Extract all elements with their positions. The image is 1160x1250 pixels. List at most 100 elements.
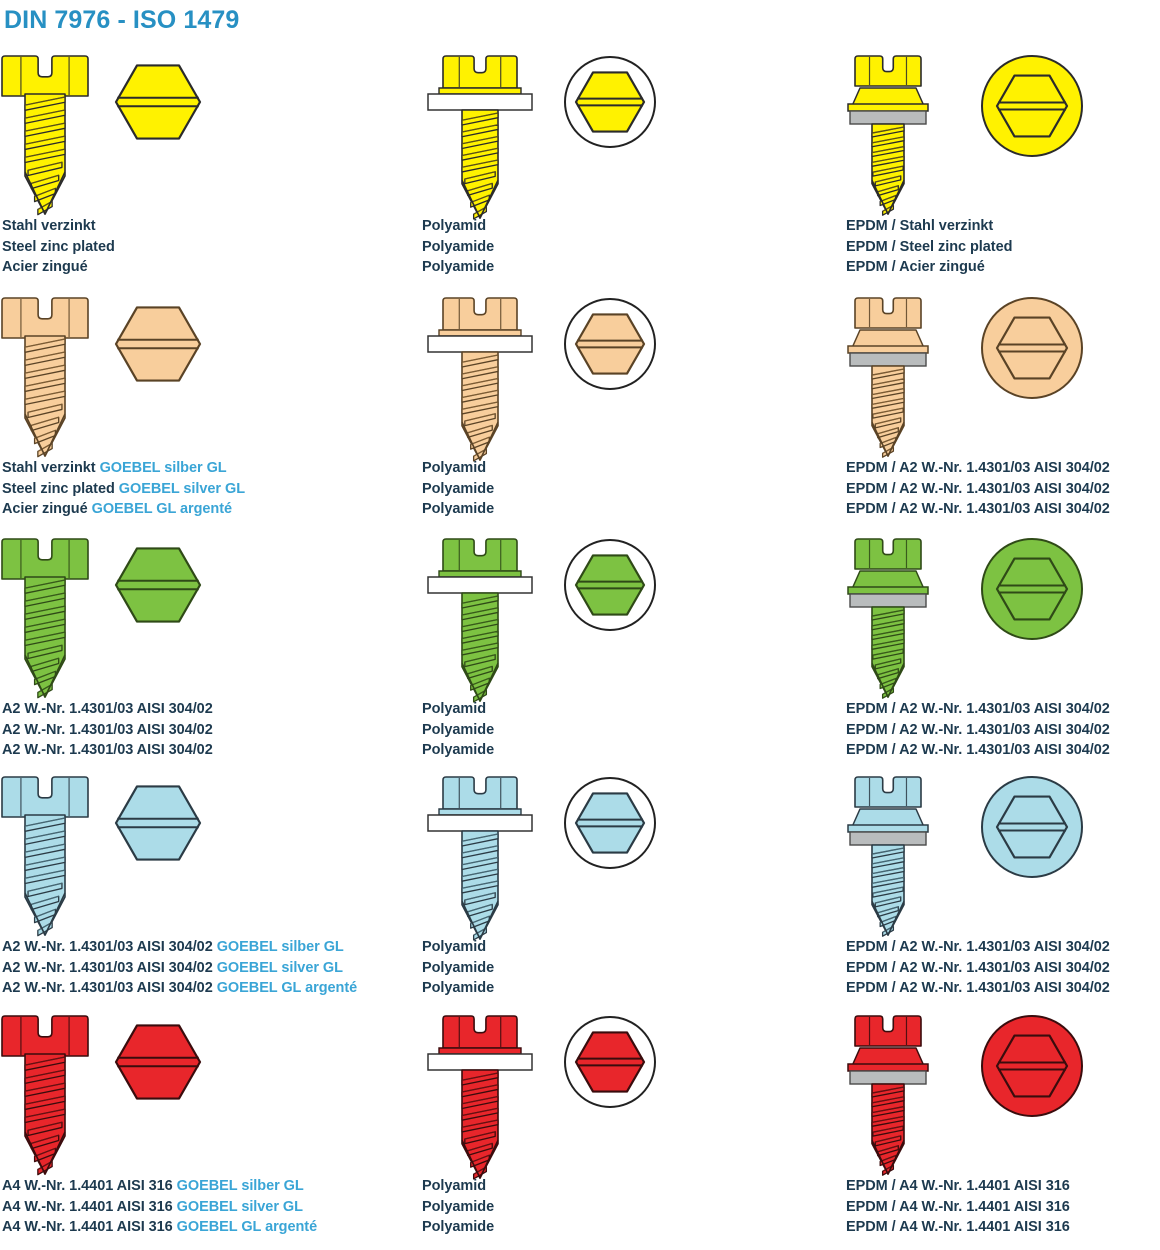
caption-line: Polyamide xyxy=(422,740,840,761)
caption-line: EPDM / A2 W.-Nr. 1.4301/03 AISI 304/02 xyxy=(846,699,1160,720)
material-text: A2 W.-Nr. 1.4301/03 AISI 304/02 xyxy=(2,701,213,717)
material-text: EPDM / A2 W.-Nr. 1.4301/03 AISI 304/02 xyxy=(846,721,1110,738)
caption-line: Acier zingué GOEBEL GL argenté xyxy=(2,499,420,520)
caption-line: EPDM / Stahl verzinkt xyxy=(846,216,1160,237)
product-row-steel-zinc-plated: Stahl verzinkt Steel zinc plated Acier zin… xyxy=(0,50,1160,290)
caption-line: Polyamid xyxy=(422,216,840,237)
material-text: Acier zingué xyxy=(2,501,92,518)
screw-illustration-epdm-washer xyxy=(840,292,1160,460)
material-text: Polyamid xyxy=(422,1178,487,1194)
material-text: EPDM / Steel zinc plated xyxy=(846,238,1013,255)
row-illustrations xyxy=(0,533,1160,703)
caption-column-col1: Stahl verzinkt GOEBEL silber GL Steel zin… xyxy=(2,458,420,520)
caption-line: EPDM / A2 W.-Nr. 1.4301/03 AISI 304/02 xyxy=(846,958,1160,979)
product-row-a2-stainless-goebel-silver-gl: A2 W.-Nr. 1.4301/03 AISI 304/02 GOEBEL s… xyxy=(0,771,1160,1011)
caption-line: A4 W.-Nr. 1.4401 AISI 316 GOEBEL silber … xyxy=(2,1176,420,1197)
material-text: Polyamide xyxy=(422,480,495,497)
material-text: Polyamide xyxy=(422,959,495,976)
caption-column-col3: EPDM / A2 W.-Nr. 1.4301/03 AISI 304/02 EP… xyxy=(846,458,1160,520)
material-text: A4 W.-Nr. 1.4401 AISI 316 xyxy=(2,1198,177,1215)
caption-line: Polyamid xyxy=(422,1176,840,1197)
material-text: Stahl verzinkt xyxy=(2,218,96,234)
material-text: Polyamid xyxy=(422,701,487,717)
material-text: Polyamid xyxy=(422,939,487,955)
material-text: Polyamide xyxy=(422,742,495,759)
row-illustrations xyxy=(0,771,1160,941)
caption-line: Polyamide xyxy=(422,499,840,520)
material-text: Polyamide xyxy=(422,721,495,738)
brand-text: GOEBEL GL argenté xyxy=(176,1219,318,1236)
caption-line: Acier zingué xyxy=(2,257,420,278)
brand-text: GOEBEL silver GL xyxy=(176,1198,303,1215)
caption-column-col3: EPDM / A2 W.-Nr. 1.4301/03 AISI 304/02 EP… xyxy=(846,937,1160,999)
caption-column-col3: EPDM / Stahl verzinkt EPDM / Steel zinc p… xyxy=(846,216,1160,278)
screw-illustration-epdm-washer xyxy=(840,771,1160,939)
caption-line: A2 W.-Nr. 1.4301/03 AISI 304/02 xyxy=(2,699,420,720)
material-text: Polyamid xyxy=(422,218,487,234)
caption-line: Polyamid xyxy=(422,937,840,958)
material-text: Polyamide xyxy=(422,238,495,255)
row-captions: Stahl verzinkt Steel zinc plated Acier zin… xyxy=(0,216,1160,290)
brand-text: GOEBEL silber GL xyxy=(216,939,344,955)
caption-line: EPDM / Acier zingué xyxy=(846,257,1160,278)
material-text: Polyamide xyxy=(422,259,495,276)
caption-line: Polyamide xyxy=(422,978,840,999)
screw-illustration-plain xyxy=(0,50,420,218)
caption-line: EPDM / A2 W.-Nr. 1.4301/03 AISI 304/02 xyxy=(846,479,1160,500)
row-illustrations xyxy=(0,292,1160,462)
material-text: EPDM / A4 W.-Nr. 1.4401 AISI 316 xyxy=(846,1178,1070,1194)
caption-line: Polyamide xyxy=(422,1217,840,1238)
caption-line: EPDM / A4 W.-Nr. 1.4401 AISI 316 xyxy=(846,1197,1160,1218)
material-text: Polyamide xyxy=(422,1198,495,1215)
material-text: EPDM / Stahl verzinkt xyxy=(846,218,994,234)
brand-text: GOEBEL silver GL xyxy=(216,959,343,976)
caption-line: A2 W.-Nr. 1.4301/03 AISI 304/02 xyxy=(2,720,420,741)
caption-column-col1: A2 W.-Nr. 1.4301/03 AISI 304/02 GOEBEL s… xyxy=(2,937,420,999)
caption-line: A2 W.-Nr. 1.4301/03 AISI 304/02 GOEBEL G… xyxy=(2,978,420,999)
caption-line: Stahl verzinkt GOEBEL silber GL xyxy=(2,458,420,479)
material-text: Polyamide xyxy=(422,501,495,518)
caption-column-col1: A2 W.-Nr. 1.4301/03 AISI 304/02 A2 W.-Nr.… xyxy=(2,699,420,761)
material-text: EPDM / A2 W.-Nr. 1.4301/03 AISI 304/02 xyxy=(846,980,1110,997)
material-text: Stahl verzinkt xyxy=(2,460,100,476)
caption-column-col2: Polyamid Polyamide Polyamide xyxy=(422,937,840,999)
screw-illustration-polyamide-washer xyxy=(420,1010,840,1180)
caption-line: A4 W.-Nr. 1.4401 AISI 316 GOEBEL GL arge… xyxy=(2,1217,420,1238)
product-row-a2-stainless: A2 W.-Nr. 1.4301/03 AISI 304/02 A2 W.-Nr.… xyxy=(0,533,1160,773)
material-text: Polyamide xyxy=(422,1219,495,1236)
material-text: EPDM / A2 W.-Nr. 1.4301/03 AISI 304/02 xyxy=(846,701,1110,717)
caption-line: EPDM / A2 W.-Nr. 1.4301/03 AISI 304/02 xyxy=(846,499,1160,520)
screw-illustration-epdm-washer xyxy=(840,1010,1160,1178)
caption-line: Steel zinc plated xyxy=(2,237,420,258)
caption-column-col2: Polyamid Polyamide Polyamide xyxy=(422,216,840,278)
material-text: EPDM / A2 W.-Nr. 1.4301/03 AISI 304/02 xyxy=(846,939,1110,955)
screw-illustration-plain xyxy=(0,533,420,701)
screw-illustration-polyamide-washer xyxy=(420,50,840,220)
caption-line: Polyamide xyxy=(422,1197,840,1218)
material-text: EPDM / Acier zingué xyxy=(846,259,985,276)
row-illustrations xyxy=(0,50,1160,220)
product-row-a4-stainless-goebel-silver-gl: A4 W.-Nr. 1.4401 AISI 316 GOEBEL silber … xyxy=(0,1010,1160,1250)
screw-illustration-polyamide-washer xyxy=(420,292,840,462)
row-captions: A2 W.-Nr. 1.4301/03 AISI 304/02 GOEBEL s… xyxy=(0,937,1160,1011)
material-text: A4 W.-Nr. 1.4401 AISI 316 xyxy=(2,1178,177,1194)
material-text: Acier zingué xyxy=(2,259,88,276)
row-captions: A2 W.-Nr. 1.4301/03 AISI 304/02 A2 W.-Nr.… xyxy=(0,699,1160,773)
caption-line: A4 W.-Nr. 1.4401 AISI 316 GOEBEL silver … xyxy=(2,1197,420,1218)
caption-line: EPDM / A2 W.-Nr. 1.4301/03 AISI 304/02 xyxy=(846,740,1160,761)
caption-line: EPDM / A2 W.-Nr. 1.4301/03 AISI 304/02 xyxy=(846,937,1160,958)
caption-line: Polyamide xyxy=(422,237,840,258)
row-illustrations xyxy=(0,1010,1160,1180)
brand-text: GOEBEL GL argenté xyxy=(91,501,233,518)
caption-line: Polyamid xyxy=(422,458,840,479)
material-text: EPDM / A4 W.-Nr. 1.4401 AISI 316 xyxy=(846,1219,1070,1236)
caption-line: A2 W.-Nr. 1.4301/03 AISI 304/02 GOEBEL s… xyxy=(2,958,420,979)
material-text: Steel zinc plated xyxy=(2,480,119,497)
brand-text: GOEBEL silver GL xyxy=(118,480,246,497)
material-text: A2 W.-Nr. 1.4301/03 AISI 304/02 xyxy=(2,980,217,997)
material-text: EPDM / A2 W.-Nr. 1.4301/03 AISI 304/02 xyxy=(846,959,1110,976)
caption-line: EPDM / A2 W.-Nr. 1.4301/03 AISI 304/02 xyxy=(846,458,1160,479)
material-text: Polyamide xyxy=(422,980,495,997)
material-text: EPDM / A2 W.-Nr. 1.4301/03 AISI 304/02 xyxy=(846,480,1110,497)
material-text: Steel zinc plated xyxy=(2,238,115,255)
